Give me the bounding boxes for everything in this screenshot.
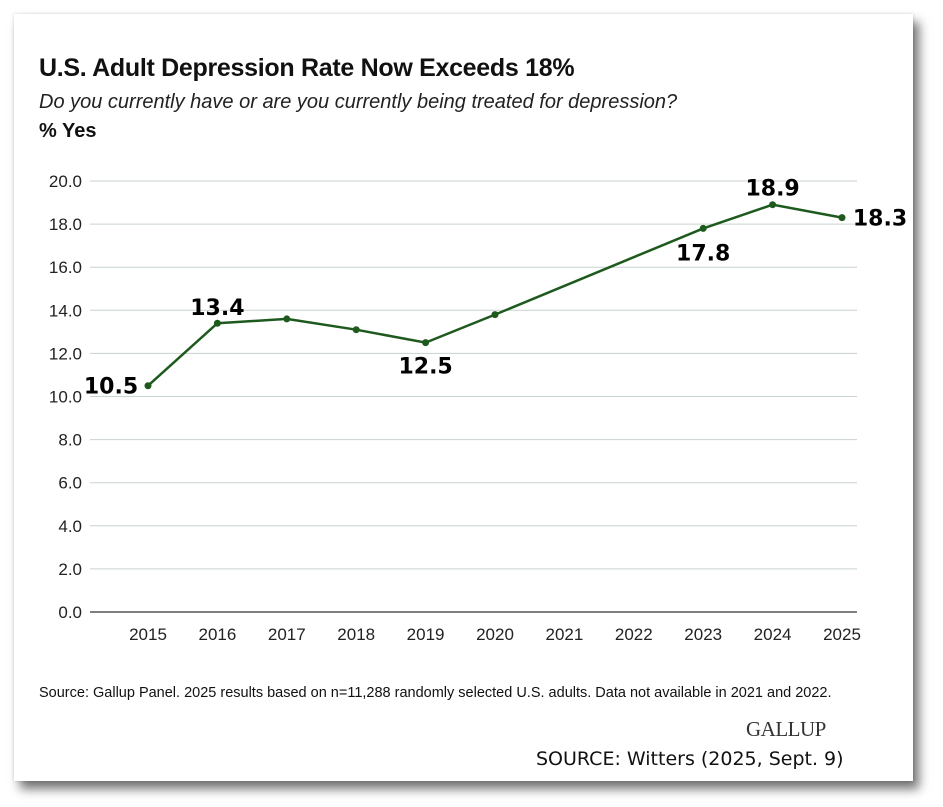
data-point: [422, 339, 430, 347]
chart-subtitle: Do you currently have or are you current…: [39, 91, 678, 113]
y-tick-label: 6.0: [58, 474, 82, 493]
y-tick-label: 10.0: [49, 388, 82, 407]
data-point: [769, 201, 777, 209]
data-label: 18.9: [745, 177, 799, 202]
chart-card: [14, 14, 913, 781]
source-credit: SOURCE: Witters (2025, Sept. 9): [536, 748, 844, 770]
y-axis-label: % Yes: [39, 120, 97, 142]
x-tick-label: 2019: [407, 625, 445, 644]
data-label: 12.5: [398, 355, 452, 380]
data-label: 10.5: [84, 375, 138, 400]
x-tick-label: 2017: [268, 625, 306, 644]
x-tick-label: 2025: [823, 625, 861, 644]
x-tick-label: 2016: [198, 625, 236, 644]
y-tick-label: 0.0: [58, 603, 82, 622]
x-tick-label: 2022: [615, 625, 653, 644]
gallup-logo: GALLUP: [746, 717, 826, 741]
source-footnote: Source: Gallup Panel. 2025 results based…: [39, 685, 832, 701]
data-point: [699, 224, 707, 232]
x-tick-label: 2023: [684, 625, 722, 644]
y-tick-label: 14.0: [49, 301, 82, 320]
chart-title: U.S. Adult Depression Rate Now Exceeds 1…: [39, 54, 575, 82]
y-tick-label: 4.0: [58, 517, 82, 536]
x-tick-label: 2015: [129, 625, 167, 644]
data-point: [213, 319, 221, 327]
x-tick-label: 2018: [337, 625, 375, 644]
x-tick-label: 2021: [545, 625, 583, 644]
y-tick-label: 18.0: [49, 215, 82, 234]
data-point: [491, 311, 499, 319]
data-label: 18.3: [853, 207, 907, 232]
x-tick-label: 2024: [754, 625, 792, 644]
data-label: 13.4: [190, 296, 244, 321]
data-point: [283, 315, 291, 323]
y-tick-label: 8.0: [58, 431, 82, 450]
y-tick-label: 12.0: [49, 344, 82, 363]
data-point: [144, 382, 152, 390]
y-tick-label: 2.0: [58, 560, 82, 579]
series-line: [147, 203, 843, 387]
y-tick-label: 16.0: [49, 258, 82, 277]
data-point: [838, 214, 846, 222]
data-point: [352, 326, 360, 334]
y-tick-label: 20.0: [49, 172, 82, 191]
data-label: 17.8: [676, 241, 730, 266]
x-tick-label: 2020: [476, 625, 514, 644]
